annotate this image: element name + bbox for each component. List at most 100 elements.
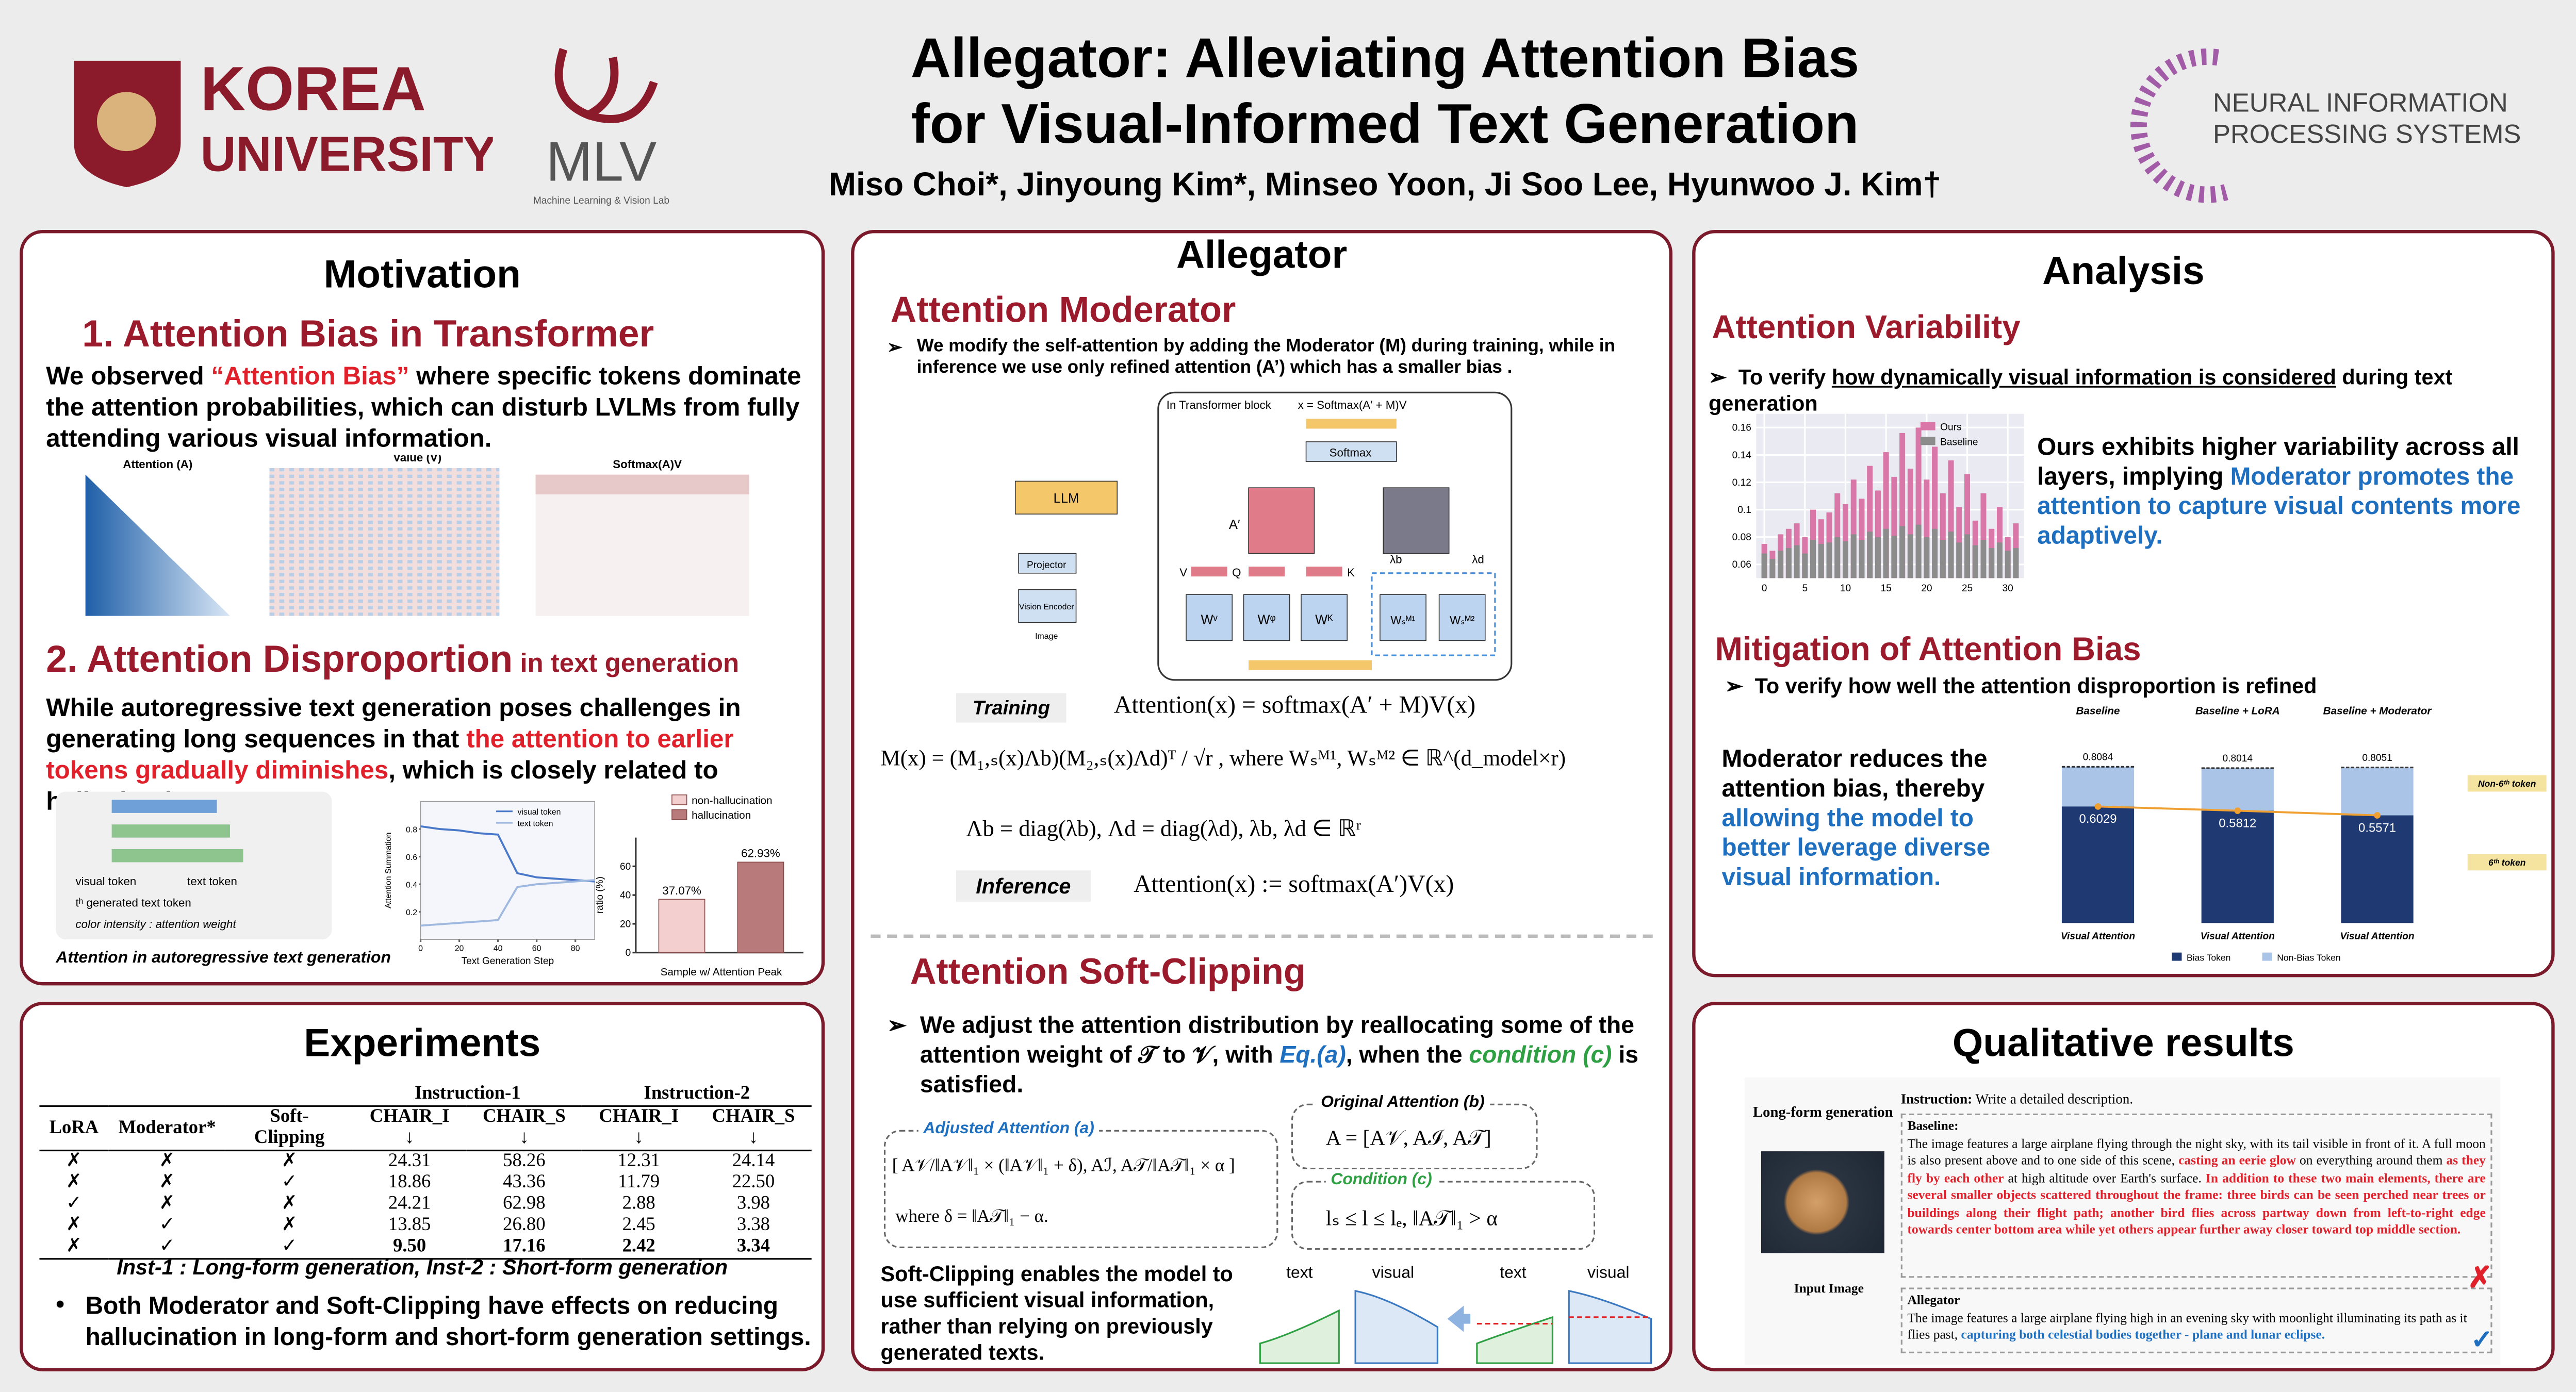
bar [1907,534,1913,578]
text: Soft-Clipping enables the model to use s… [880,1261,1233,1365]
table-cell: ✗ [281,1194,298,1214]
label: Inference [956,870,1091,902]
rect [1371,572,1496,656]
bar [1956,507,1962,578]
div [111,824,230,838]
panel-title: Motivation [323,253,521,297]
legend-swatch [2172,952,2182,961]
table-cell: ✗ [159,1194,175,1214]
text: Projector [1027,560,1067,571]
value-label: 0.8084 [2083,752,2113,763]
table-cell: ✗ [66,1172,82,1192]
bar [1842,504,1848,578]
table-cell: ✓ [159,1215,175,1235]
caption: Inst-1 : Long-form generation, Inst-2 : … [117,1254,728,1280]
table-cell: ✓ [281,1172,298,1192]
box-c: Condition (c) lₛ ≤ l ≤ lₑ, ‖A𝒯‖₁ > α [1291,1171,1596,1250]
div [111,849,243,863]
path [1259,1309,1340,1364]
text: Wₛᴹ¹ [1390,614,1415,627]
bullet: We adjust the attention distribution by … [920,1012,1651,1100]
path [2130,48,2228,203]
text: V [1179,566,1187,579]
bar [1818,543,1824,578]
text: Long-form generation [1753,1103,1893,1120]
table-cell: LoRA [49,1117,99,1138]
motivation-panel: Motivation 1. Attention Bias in Transfor… [20,229,825,986]
bar [1924,537,1930,578]
title-line: Allegator: Alleviating Attention Bias [910,28,1860,91]
token-figure: visual token text token tʰ generated tex… [56,791,332,940]
x-tick-label: 30 [2003,583,2013,594]
x-tick-label: 0 [1762,583,1767,594]
bar [2341,815,2414,923]
y-tick-label: 0.6 [406,853,417,862]
text: K [1347,566,1355,579]
bullet: ➢ To verify how well the attention dispr… [1725,673,2317,698]
div: ➢ [887,1012,907,1038]
mitigation-chart: Baseline 0.8084 0.6029 Visual Attention Base… [2061,705,2547,963]
panel-title: Experiments [304,1021,541,1066]
table-cell: ✗ [66,1236,82,1256]
table-cell: 9.50 [393,1236,426,1256]
legend-swatch [1920,437,1935,445]
bar [1980,540,1987,578]
legend-label: Ours [1940,422,1961,433]
y-tick-label: 0 [626,948,631,958]
analysis-panel: Analysis Attention Variability ➢ To veri… [1692,229,2555,977]
section-title: Attention Moderator [890,289,1236,330]
caption: Attention in autoregressive text generat… [56,949,391,968]
x-label: Visual Attention [2061,931,2135,942]
text: While autoregressive text generation pos… [46,694,741,754]
path [1354,1289,1438,1364]
bar [1948,460,1954,578]
section-title: Attention Variability [1712,310,2021,347]
x-tick-label: 5 [1802,583,1808,594]
section-title: 2. Attention Disproportion in text gener… [46,637,739,682]
heatmap-label: Attention (A) [123,458,192,471]
text: Ours exhibits higher variability across … [2037,434,2538,552]
x-tick-label: 10 [1840,583,1851,594]
bar [1996,542,2003,578]
input-image [1761,1151,1884,1253]
neurips-text: NEURAL INFORMATION [2213,88,2508,118]
annotation-box [2467,854,2547,871]
value-label: 62.93% [741,847,780,860]
path [1476,1316,1553,1364]
bar [1964,534,1971,578]
text: Wᴷ [1315,613,1333,627]
bar [1940,493,1946,578]
section-title: 1. Attention Bias in Transformer [82,312,654,355]
bar [2013,548,2019,578]
bar [1989,548,1995,578]
text: tʰ generated text token [75,898,191,910]
bar [658,899,705,953]
path [85,474,230,616]
y-tick-label: 0.14 [1732,450,1752,461]
variability-chart: 0.06 0.08 0.1 0.12 0.14 0.16 0 5 10 15 20 25 30 Ours B… [1732,413,2024,594]
path [554,48,658,123]
div: ✓ [2471,1327,2493,1355]
text: LLM [1054,491,1079,506]
bar [1810,540,1816,578]
y-tick-label: 0.1 [1737,505,1751,516]
text: text [1500,1263,1526,1281]
bar [1834,493,1841,578]
text: where δ = ‖A𝒯‖₁ − α. [895,1207,1048,1227]
group-title: Baseline + LoRA [2195,705,2280,717]
text: text [1286,1263,1312,1281]
allegator-panel: Allegator Attention Moderator ➢ We modif… [851,229,1672,1371]
circle [96,92,156,152]
text: Moderator reduces the attention bias, th… [1722,745,2026,893]
rect [1306,419,1397,429]
rect [535,474,749,494]
table-cell: 12.31 [617,1151,660,1171]
equation: Attention(x) := softmax(A′)V(x) [1134,872,1454,899]
text: text token [187,877,237,889]
table-cell: Moderator* [118,1117,216,1138]
bar [1794,545,1800,578]
mini-plots: text visual text visual [1259,1263,1652,1364]
results-table: Instruction-1 Instruction-2 LoRA Moderator*… [39,1084,812,1260]
table-cell: Instruction-2 [644,1084,750,1104]
value-label: 0.8014 [2223,753,2253,764]
